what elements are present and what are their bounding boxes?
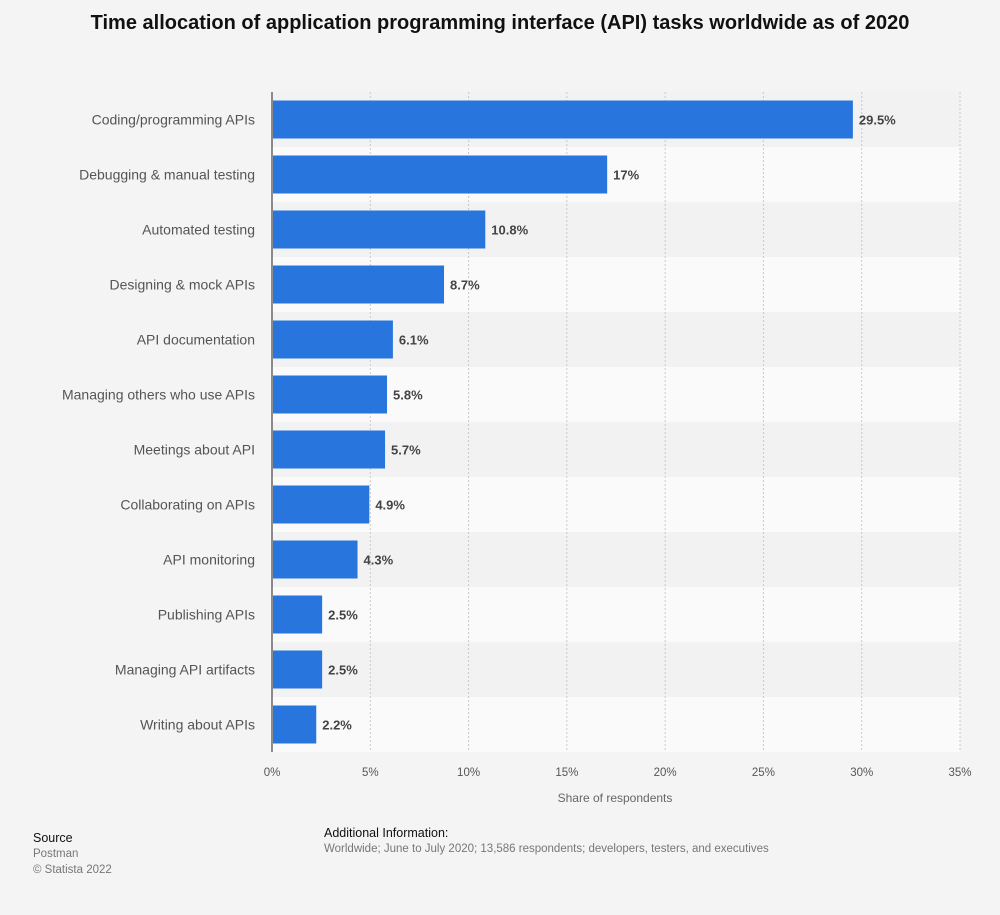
x-tick-label: 30%	[850, 767, 873, 779]
row-band	[272, 697, 960, 752]
category-label: Managing API artifacts	[115, 662, 255, 678]
bar[interactable]	[273, 100, 853, 139]
row-band	[272, 532, 960, 587]
x-axis-title: Share of respondents	[558, 791, 673, 805]
data-label: 2.2%	[322, 718, 352, 733]
data-label: 5.7%	[391, 443, 421, 458]
bar[interactable]	[273, 265, 445, 304]
row-band	[272, 587, 960, 642]
category-label: Coding/programming APIs	[92, 112, 255, 128]
data-label: 6.1%	[399, 333, 429, 348]
category-label: Publishing APIs	[158, 607, 255, 623]
bar[interactable]	[273, 210, 486, 249]
bar[interactable]	[273, 650, 323, 689]
x-tick-label: 10%	[457, 767, 480, 779]
category-label: Writing about APIs	[140, 717, 255, 733]
x-tick-label: 25%	[752, 767, 775, 779]
category-label: Designing & mock APIs	[109, 277, 255, 293]
data-label: 2.5%	[328, 608, 358, 623]
x-tick-label: 5%	[362, 767, 379, 779]
bar[interactable]	[273, 485, 370, 524]
row-band	[272, 642, 960, 697]
data-label: 2.5%	[328, 663, 358, 678]
row-band	[272, 477, 960, 532]
additional-info-text: Worldwide; June to July 2020; 13,586 res…	[324, 843, 769, 855]
x-tick-label: 20%	[654, 767, 677, 779]
bar[interactable]	[273, 430, 386, 469]
category-label: Automated testing	[142, 222, 255, 238]
source-name[interactable]: Postman	[33, 848, 79, 860]
row-band	[272, 422, 960, 477]
x-tick-label: 15%	[555, 767, 578, 779]
data-label: 17%	[613, 168, 639, 183]
bar[interactable]	[273, 155, 608, 194]
data-label: 4.9%	[375, 498, 405, 513]
copyright-text: © Statista 2022	[33, 864, 112, 876]
additional-info-heading: Additional Information:	[324, 826, 449, 840]
category-label: API monitoring	[163, 552, 255, 568]
category-label: Managing others who use APIs	[62, 387, 255, 403]
x-tick-label: 0%	[264, 767, 281, 779]
additional-info-block: Additional Information: Worldwide; June …	[324, 825, 769, 857]
category-label: Meetings about API	[134, 442, 255, 458]
data-label: 5.8%	[393, 388, 423, 403]
data-label: 29.5%	[859, 113, 896, 128]
bar[interactable]	[273, 705, 317, 744]
chart-title: Time allocation of application programmi…	[90, 12, 910, 34]
bar[interactable]	[273, 595, 323, 634]
category-label: API documentation	[137, 332, 255, 348]
source-heading: Source	[33, 831, 73, 845]
data-label: 8.7%	[450, 278, 480, 293]
bar[interactable]	[273, 540, 358, 579]
data-label: 4.3%	[364, 553, 394, 568]
source-block: Source Postman © Statista 2022	[33, 830, 112, 878]
bar[interactable]	[273, 375, 388, 414]
x-tick-label: 35%	[948, 767, 971, 779]
data-label: 10.8%	[491, 223, 528, 238]
category-label: Collaborating on APIs	[120, 497, 255, 513]
bar[interactable]	[273, 320, 393, 359]
category-label: Debugging & manual testing	[79, 167, 255, 183]
